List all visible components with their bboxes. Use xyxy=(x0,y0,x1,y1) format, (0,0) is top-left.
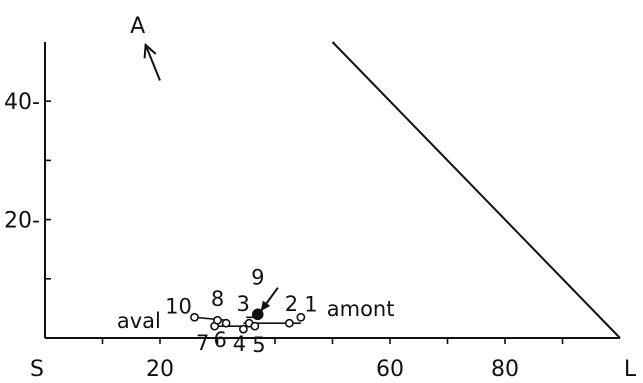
y-tick-label: 40- xyxy=(4,90,40,115)
data-point-label: 5 xyxy=(252,333,265,357)
x-tick-label: 60 xyxy=(376,357,404,382)
data-point xyxy=(250,321,260,331)
x-axis-end-label: L xyxy=(624,357,637,382)
data-point xyxy=(190,312,199,322)
top-arrow: A xyxy=(130,14,161,81)
pointer-arrow xyxy=(259,287,279,312)
data-point-label: 1 xyxy=(304,292,317,316)
axes: 20 60 80 20- 40- xyxy=(4,42,620,382)
data-point-label: 8 xyxy=(211,287,224,311)
data-point-label: 6 xyxy=(213,328,226,352)
data-point xyxy=(238,324,248,334)
x-tick-label: 80 xyxy=(491,357,519,382)
top-arrow-shaft xyxy=(144,44,161,81)
region-label-aval: aval xyxy=(117,309,161,333)
data-point xyxy=(284,318,294,328)
x-ticks: 20 60 80 xyxy=(101,338,564,382)
data-point xyxy=(221,318,231,328)
y-tick-label: 20- xyxy=(4,209,40,234)
pointer-arrow-head xyxy=(260,300,271,312)
x-axis-start-label: S xyxy=(30,357,44,382)
data-point xyxy=(296,312,306,322)
data-point-label: 9 xyxy=(251,265,264,289)
data-point-label: 2 xyxy=(285,292,298,316)
top-arrow-label: A xyxy=(130,14,145,39)
region-label-amont: amont xyxy=(327,297,395,321)
data-point-label: 7 xyxy=(196,331,209,355)
data-point-label: 10 xyxy=(165,294,192,318)
top-arrow-head xyxy=(143,42,157,59)
boundary-line xyxy=(331,41,621,339)
data-point xyxy=(251,308,264,321)
data-point xyxy=(213,315,222,325)
y-ticks: 20- 40- xyxy=(4,90,51,280)
data-point-label: 4 xyxy=(233,332,246,356)
x-tick-label: 20 xyxy=(146,357,174,382)
data-point-label: 3 xyxy=(236,292,249,316)
